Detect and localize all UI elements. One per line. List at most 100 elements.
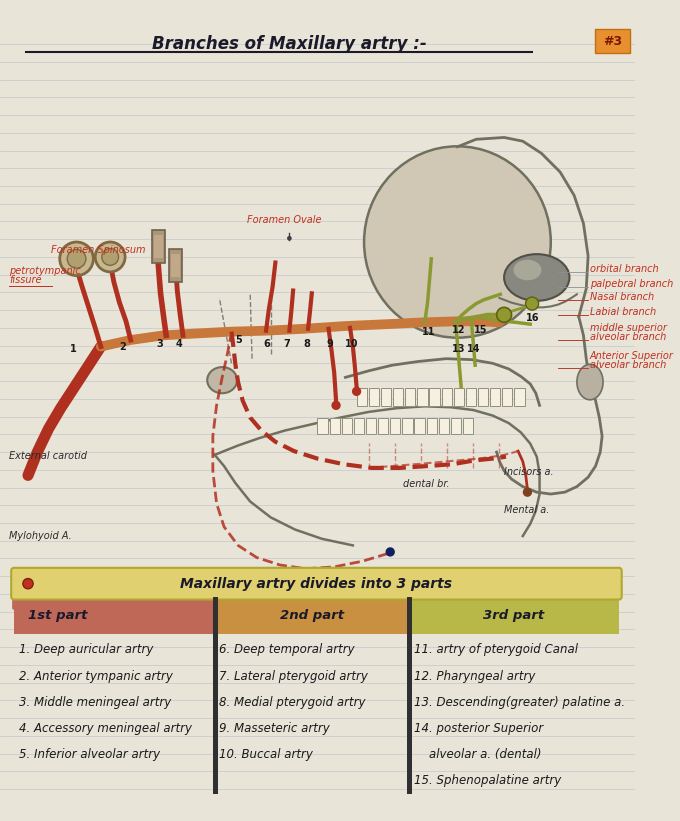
Bar: [439, 418, 449, 434]
Bar: [403, 418, 413, 434]
Bar: [409, 597, 619, 634]
Text: Anterior Superior: Anterior Superior: [590, 351, 674, 360]
Bar: [466, 388, 476, 406]
Text: 12: 12: [452, 325, 465, 336]
Bar: [429, 388, 440, 406]
Text: 7. Lateral pterygoid artry: 7. Lateral pterygoid artry: [220, 670, 369, 682]
Text: #3: #3: [602, 34, 622, 48]
Ellipse shape: [513, 259, 541, 280]
FancyBboxPatch shape: [594, 30, 630, 53]
Bar: [318, 418, 328, 434]
Bar: [369, 388, 379, 406]
Text: Foramen Spinosum: Foramen Spinosum: [52, 245, 146, 255]
Bar: [463, 418, 473, 434]
Text: 6. Deep temporal artry: 6. Deep temporal artry: [220, 644, 355, 657]
Circle shape: [102, 249, 118, 265]
Text: 14. posterior Superior: 14. posterior Superior: [413, 722, 543, 735]
Text: 14: 14: [466, 344, 480, 354]
Text: fissure: fissure: [10, 275, 42, 285]
Text: 4. Accessory meningeal artry: 4. Accessory meningeal artry: [18, 722, 192, 735]
Text: Mental a.: Mental a.: [504, 505, 549, 515]
Text: 1: 1: [70, 344, 77, 354]
Ellipse shape: [364, 146, 551, 337]
Text: 10: 10: [345, 338, 359, 349]
Circle shape: [67, 250, 86, 268]
Text: 2: 2: [120, 342, 126, 352]
Circle shape: [60, 242, 93, 276]
Text: 1st part: 1st part: [28, 609, 88, 621]
Text: 9: 9: [326, 338, 333, 349]
Bar: [171, 255, 180, 277]
Text: Maxillary artry divides into 3 parts: Maxillary artry divides into 3 parts: [180, 576, 452, 590]
Text: 8. Medial pterygoid artry: 8. Medial pterygoid artry: [220, 695, 366, 709]
Text: 7: 7: [284, 338, 290, 349]
Text: External carotid: External carotid: [10, 451, 87, 461]
Bar: [514, 388, 525, 406]
Text: petrotympanic: petrotympanic: [10, 266, 81, 276]
Text: 11: 11: [422, 328, 435, 337]
Bar: [503, 388, 513, 406]
Bar: [356, 388, 367, 406]
Text: dental br.: dental br.: [403, 479, 450, 488]
Text: alveolar branch: alveolar branch: [590, 332, 666, 342]
Bar: [405, 388, 415, 406]
Bar: [478, 388, 488, 406]
Text: 15: 15: [474, 325, 488, 336]
Text: 1. Deep auricular artry: 1. Deep auricular artry: [18, 644, 153, 657]
Text: 8: 8: [303, 338, 310, 349]
Text: Nasal branch: Nasal branch: [590, 292, 654, 302]
Text: Mylohyoid A.: Mylohyoid A.: [10, 531, 72, 541]
Text: orbital branch: orbital branch: [590, 264, 659, 274]
Bar: [366, 418, 376, 434]
Circle shape: [496, 307, 511, 323]
Bar: [152, 230, 165, 264]
Bar: [390, 418, 401, 434]
Bar: [378, 418, 388, 434]
Text: 4: 4: [175, 338, 182, 349]
Text: 12. Pharyngeal artry: 12. Pharyngeal artry: [413, 670, 535, 682]
Bar: [393, 388, 403, 406]
Text: 15. Sphenopalatine artry: 15. Sphenopalatine artry: [413, 774, 561, 787]
Bar: [169, 249, 182, 282]
Bar: [381, 388, 391, 406]
Text: Branches of Maxillary artry :-: Branches of Maxillary artry :-: [152, 35, 427, 53]
Circle shape: [95, 242, 125, 272]
Bar: [354, 418, 364, 434]
Text: 13. Descending(greater) palatine a.: 13. Descending(greater) palatine a.: [413, 695, 625, 709]
Bar: [426, 418, 437, 434]
Text: Labial branch: Labial branch: [590, 307, 656, 317]
Circle shape: [352, 387, 361, 396]
Circle shape: [526, 297, 539, 310]
Text: 3rd part: 3rd part: [483, 609, 544, 621]
Circle shape: [386, 548, 395, 557]
Bar: [407, 597, 411, 794]
Text: 5: 5: [235, 335, 242, 345]
Circle shape: [523, 488, 532, 497]
Text: Incisors a.: Incisors a.: [504, 467, 554, 477]
Text: 5. Inferior alveolar artry: 5. Inferior alveolar artry: [18, 748, 160, 761]
Bar: [451, 418, 461, 434]
Bar: [154, 236, 163, 258]
Text: 10. Buccal artry: 10. Buccal artry: [220, 748, 313, 761]
Bar: [441, 388, 452, 406]
Bar: [490, 388, 500, 406]
Text: 13: 13: [452, 344, 465, 354]
Bar: [341, 418, 352, 434]
Text: 3: 3: [157, 338, 164, 349]
Bar: [418, 388, 428, 406]
Bar: [415, 418, 425, 434]
Text: alveolar branch: alveolar branch: [590, 360, 666, 370]
Ellipse shape: [504, 255, 569, 300]
Text: alveolar a. (dental): alveolar a. (dental): [413, 748, 541, 761]
Bar: [454, 388, 464, 406]
Text: 2. Anterior tympanic artry: 2. Anterior tympanic artry: [18, 670, 173, 682]
Text: 6: 6: [263, 338, 270, 349]
Bar: [14, 597, 215, 634]
FancyBboxPatch shape: [11, 568, 622, 599]
Circle shape: [23, 579, 33, 589]
Text: 2nd part: 2nd part: [279, 609, 344, 621]
Text: 11. artry of pterygoid Canal: 11. artry of pterygoid Canal: [413, 644, 577, 657]
Text: middle superior: middle superior: [590, 323, 667, 333]
Text: 3. Middle meningeal artry: 3. Middle meningeal artry: [18, 695, 171, 709]
Text: palpebral branch: palpebral branch: [590, 279, 673, 289]
